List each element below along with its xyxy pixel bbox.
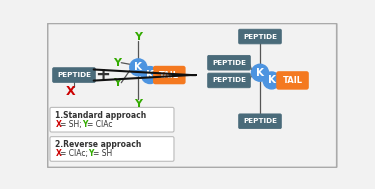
Text: X: X: [56, 120, 61, 129]
Text: X: X: [66, 85, 76, 98]
Text: K: K: [146, 70, 154, 80]
Text: = ClAc: = ClAc: [87, 120, 112, 129]
Text: Y: Y: [88, 149, 93, 158]
FancyBboxPatch shape: [50, 107, 174, 132]
Text: Y: Y: [134, 98, 142, 108]
FancyBboxPatch shape: [208, 73, 251, 88]
Text: Y: Y: [134, 32, 142, 42]
FancyBboxPatch shape: [53, 68, 95, 82]
Text: Y: Y: [112, 78, 121, 88]
Text: K: K: [134, 62, 142, 72]
Text: PEPTIDE: PEPTIDE: [57, 72, 91, 78]
Circle shape: [252, 64, 268, 81]
FancyBboxPatch shape: [48, 23, 337, 167]
FancyBboxPatch shape: [153, 66, 186, 84]
Text: PEPTIDE: PEPTIDE: [212, 77, 246, 83]
Text: K: K: [256, 68, 264, 78]
FancyBboxPatch shape: [208, 55, 251, 70]
Text: X: X: [56, 149, 61, 158]
Text: TAIL: TAIL: [282, 76, 303, 85]
Text: 2.Reverse approach: 2.Reverse approach: [56, 140, 142, 149]
Text: = SH: = SH: [93, 149, 112, 158]
Text: PEPTIDE: PEPTIDE: [212, 60, 246, 66]
FancyBboxPatch shape: [238, 114, 281, 129]
Text: TAIL: TAIL: [159, 70, 179, 80]
Text: K: K: [268, 75, 276, 85]
Text: = SH;: = SH;: [60, 120, 85, 129]
Text: Y: Y: [82, 120, 88, 129]
Circle shape: [263, 72, 280, 89]
Text: +: +: [95, 66, 110, 84]
Text: 1.Standard approach: 1.Standard approach: [56, 111, 147, 120]
Text: = ClAc;: = ClAc;: [60, 149, 91, 158]
Circle shape: [141, 67, 159, 84]
Text: PEPTIDE: PEPTIDE: [243, 33, 277, 40]
FancyBboxPatch shape: [50, 137, 174, 161]
Text: PEPTIDE: PEPTIDE: [243, 118, 277, 124]
Text: Y: Y: [112, 58, 121, 68]
Circle shape: [130, 59, 147, 76]
FancyBboxPatch shape: [238, 29, 281, 44]
FancyBboxPatch shape: [276, 71, 309, 90]
